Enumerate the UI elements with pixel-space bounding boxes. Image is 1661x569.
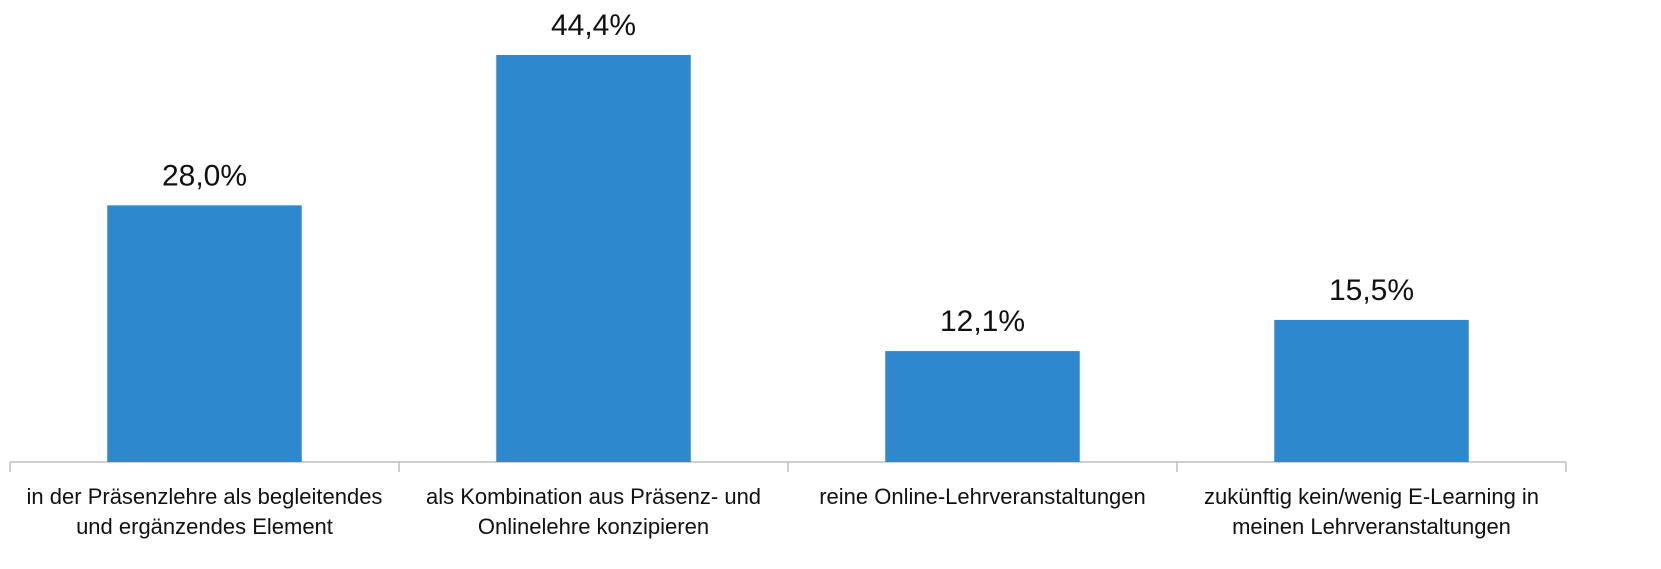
value-label: 12,1% — [940, 305, 1025, 338]
x-tick-label: in der Präsenzlehre als begleitendes und… — [26, 484, 383, 539]
x-tick-label: zukünftig kein/wenig E-Learning in meine… — [1203, 484, 1540, 539]
bar — [885, 351, 1080, 462]
value-label: 44,4% — [551, 9, 636, 42]
bar — [496, 55, 691, 462]
value-label: 15,5% — [1329, 274, 1414, 307]
bar — [107, 205, 302, 463]
x-tick-label: reine Online-Lehrveranstaltungen — [819, 484, 1146, 509]
x-tick-label: als Kombination aus Präsenz- und Onlinel… — [425, 484, 762, 539]
bar — [1274, 319, 1469, 462]
value-label: 28,0% — [162, 159, 247, 192]
